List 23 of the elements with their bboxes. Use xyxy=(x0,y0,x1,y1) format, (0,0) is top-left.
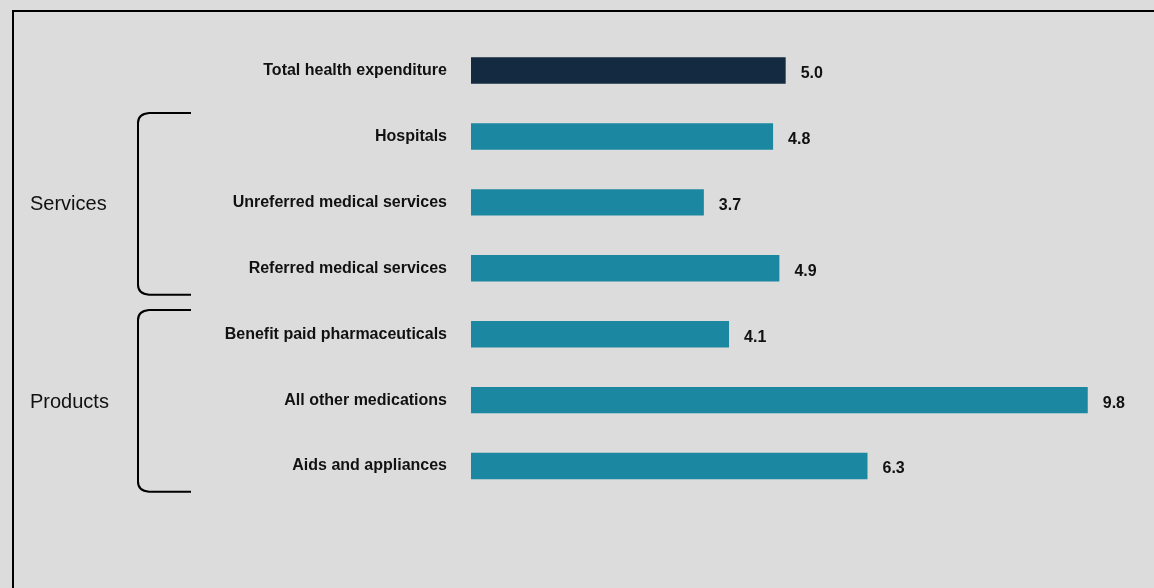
text: Products xyxy=(30,389,109,414)
bar xyxy=(471,452,868,480)
data-label: 5.0 xyxy=(800,63,824,81)
text: Services xyxy=(30,191,107,216)
bar xyxy=(471,189,704,216)
bar xyxy=(471,57,786,84)
bar xyxy=(471,321,730,348)
bar xyxy=(471,123,774,150)
y-tick-label: All other medications xyxy=(284,390,448,408)
y-tick-label: Aids and appliances xyxy=(292,456,448,474)
bar xyxy=(471,386,1088,414)
data-label: 4.1 xyxy=(744,327,767,345)
y-tick-label: Hospitals xyxy=(374,126,448,144)
data-label: 4.9 xyxy=(794,261,817,279)
data-label: 3.7 xyxy=(718,195,742,213)
data-label: 6.3 xyxy=(882,459,905,477)
y-tick-label: Referred medical services xyxy=(248,258,448,276)
y-tick-label: Total health expenditure xyxy=(263,60,448,78)
data-label: 9.8 xyxy=(1102,393,1126,411)
bar xyxy=(471,255,780,282)
data-label: 4.8 xyxy=(788,129,811,147)
y-tick-label: Benefit paid pharmaceuticals xyxy=(224,324,448,342)
y-tick-label: Unreferred medical services xyxy=(232,192,448,210)
